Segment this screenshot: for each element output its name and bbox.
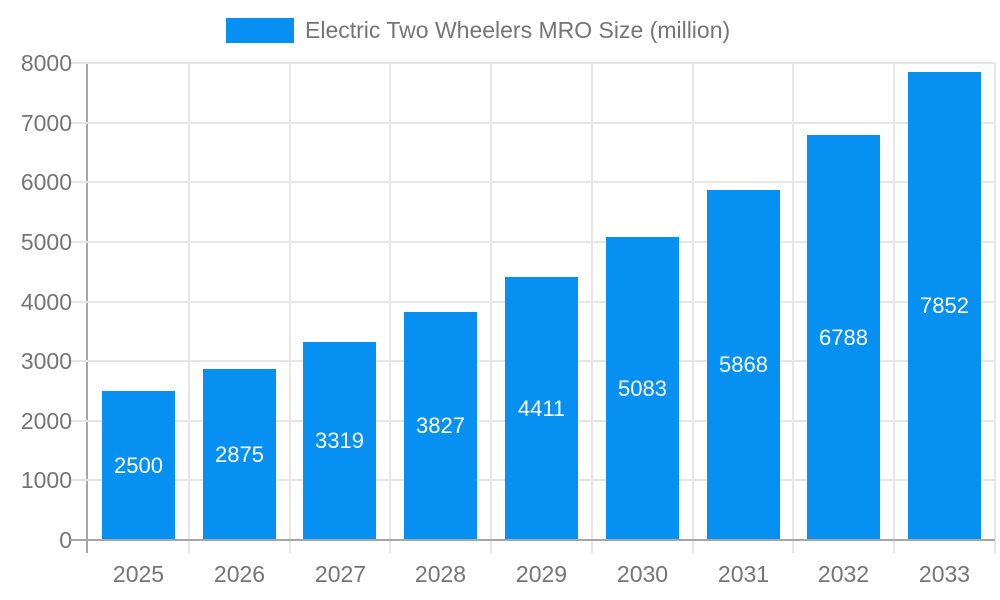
y-tick-label: 5000 — [20, 229, 72, 255]
bar-value-label: 7852 — [920, 293, 969, 318]
v-gridline — [389, 63, 392, 553]
bar-value-label: 5868 — [719, 352, 768, 377]
x-tick-label: 2029 — [515, 561, 568, 587]
legend-label: Electric Two Wheelers MRO Size (million) — [305, 17, 731, 43]
x-tick-label: 2027 — [314, 561, 367, 587]
bar: 4411 — [505, 277, 578, 540]
legend: Electric Two Wheelers MRO Size (million) — [226, 17, 730, 44]
y-gridline — [70, 181, 995, 183]
bar: 3319 — [303, 342, 376, 540]
x-tick-label: 2031 — [717, 561, 770, 587]
v-gridline — [288, 63, 291, 553]
bar: 5868 — [707, 190, 780, 540]
legend-swatch — [226, 18, 294, 43]
y-gridline — [70, 62, 995, 64]
x-tick-label: 2033 — [918, 561, 971, 587]
x-tick-label: 2030 — [616, 561, 669, 587]
v-gridline — [994, 63, 996, 553]
y-tick-label: 3000 — [20, 348, 72, 374]
y-tick-label: 0 — [59, 527, 72, 553]
bar: 7852 — [908, 72, 981, 540]
bar: 6788 — [807, 135, 880, 540]
bar-value-label: 4411 — [517, 395, 566, 421]
bar-value-label: 3319 — [315, 428, 364, 453]
bar: 2500 — [102, 391, 175, 540]
bar-value-label: 5083 — [618, 375, 667, 401]
bar-value-label: 3827 — [416, 413, 465, 438]
y-gridline — [70, 241, 995, 243]
bar: 2875 — [203, 369, 276, 540]
bar-value-label: 2875 — [215, 441, 264, 467]
v-gridline — [590, 63, 593, 553]
bar: 3827 — [404, 312, 477, 540]
x-tick-label: 2025 — [112, 561, 165, 587]
v-gridline — [490, 63, 493, 553]
x-tick-label: 2032 — [817, 561, 870, 587]
v-gridline — [893, 63, 896, 553]
bar-value-label: 6788 — [819, 324, 868, 350]
y-axis-line — [86, 63, 88, 553]
v-gridline — [792, 63, 795, 553]
bar-value-label: 2500 — [114, 452, 163, 478]
y-tick-label: 7000 — [20, 110, 72, 136]
x-tick-label: 2028 — [414, 561, 467, 587]
y-tick-label: 6000 — [20, 169, 72, 195]
y-tick-label: 1000 — [20, 467, 72, 493]
bar: 5083 — [606, 237, 679, 540]
y-tick-label: 8000 — [20, 50, 72, 76]
v-gridline — [691, 63, 694, 553]
v-gridline — [187, 63, 190, 553]
x-axis-baseline — [70, 539, 995, 541]
x-tick-label: 2026 — [213, 561, 266, 587]
y-tick-label: 2000 — [20, 408, 72, 434]
y-gridline — [70, 122, 995, 124]
y-tick-label: 4000 — [20, 289, 72, 315]
